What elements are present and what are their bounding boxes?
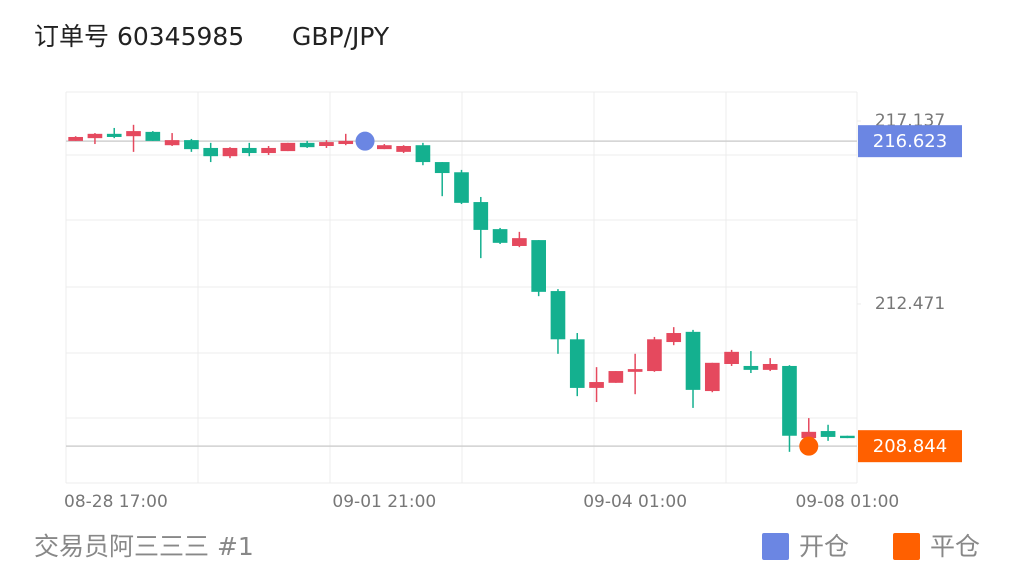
candle-body [685, 331, 701, 390]
candle-body [627, 369, 643, 372]
candle-body [126, 131, 141, 137]
candle-body [280, 142, 296, 152]
legend-label: 开仓 [799, 532, 849, 561]
trade-marker [355, 131, 375, 151]
candle-body [666, 333, 682, 343]
candle-body [203, 147, 219, 157]
trader: 交易员阿三三三 #1 [34, 532, 254, 561]
candle-body [550, 291, 566, 340]
candle-body [261, 147, 276, 154]
candle-body [589, 382, 604, 388]
candle-body [164, 140, 180, 146]
price-tag-label: 208.844 [873, 436, 947, 457]
x-tick-label: 08-28 17:00 [64, 492, 168, 512]
trade-marker [799, 436, 819, 456]
candle-body [473, 202, 489, 230]
legend-swatch [762, 533, 789, 560]
order-number: 订单号 60345985 [34, 22, 244, 51]
x-tick-label: 09-08 01:00 [795, 492, 899, 512]
candle-body [724, 351, 739, 364]
candle-body [68, 136, 83, 141]
candle-body [569, 339, 585, 388]
candle-body [512, 238, 527, 246]
price-tag-label: 216.623 [873, 131, 947, 152]
candle-body [454, 172, 469, 203]
candle-body [184, 140, 199, 150]
candle-body [222, 147, 238, 157]
legend-label: 平仓 [930, 532, 980, 561]
symbol: GBP/JPY [292, 22, 390, 51]
x-tick-label: 09-04 01:00 [583, 492, 687, 512]
candle-body [820, 431, 836, 437]
candle-body [531, 240, 547, 292]
candle-body [145, 131, 161, 141]
price-tag [858, 430, 962, 463]
candle-body [782, 365, 797, 436]
candle-body [241, 147, 257, 154]
candle-body [319, 142, 334, 146]
candle-body [415, 145, 431, 163]
y-tick-label: 212.471 [875, 294, 945, 314]
candle-body [704, 362, 720, 392]
candle-body [299, 142, 315, 148]
candle-body [338, 140, 354, 145]
candle-body [840, 435, 855, 439]
candle-body [376, 145, 392, 150]
candle-body [647, 339, 662, 372]
candle-body [434, 162, 450, 174]
plot-background [65, 91, 858, 484]
candle-body [743, 365, 759, 370]
candle-body [87, 133, 103, 139]
candle-body [106, 133, 122, 137]
price-tag [858, 125, 962, 158]
candle-body [801, 431, 817, 439]
legend-swatch [893, 533, 920, 560]
candle-body [762, 363, 778, 370]
candle-body [396, 145, 411, 152]
x-tick-label: 09-01 21:00 [332, 492, 436, 512]
candle-body [492, 229, 508, 243]
candle-body [608, 371, 624, 383]
